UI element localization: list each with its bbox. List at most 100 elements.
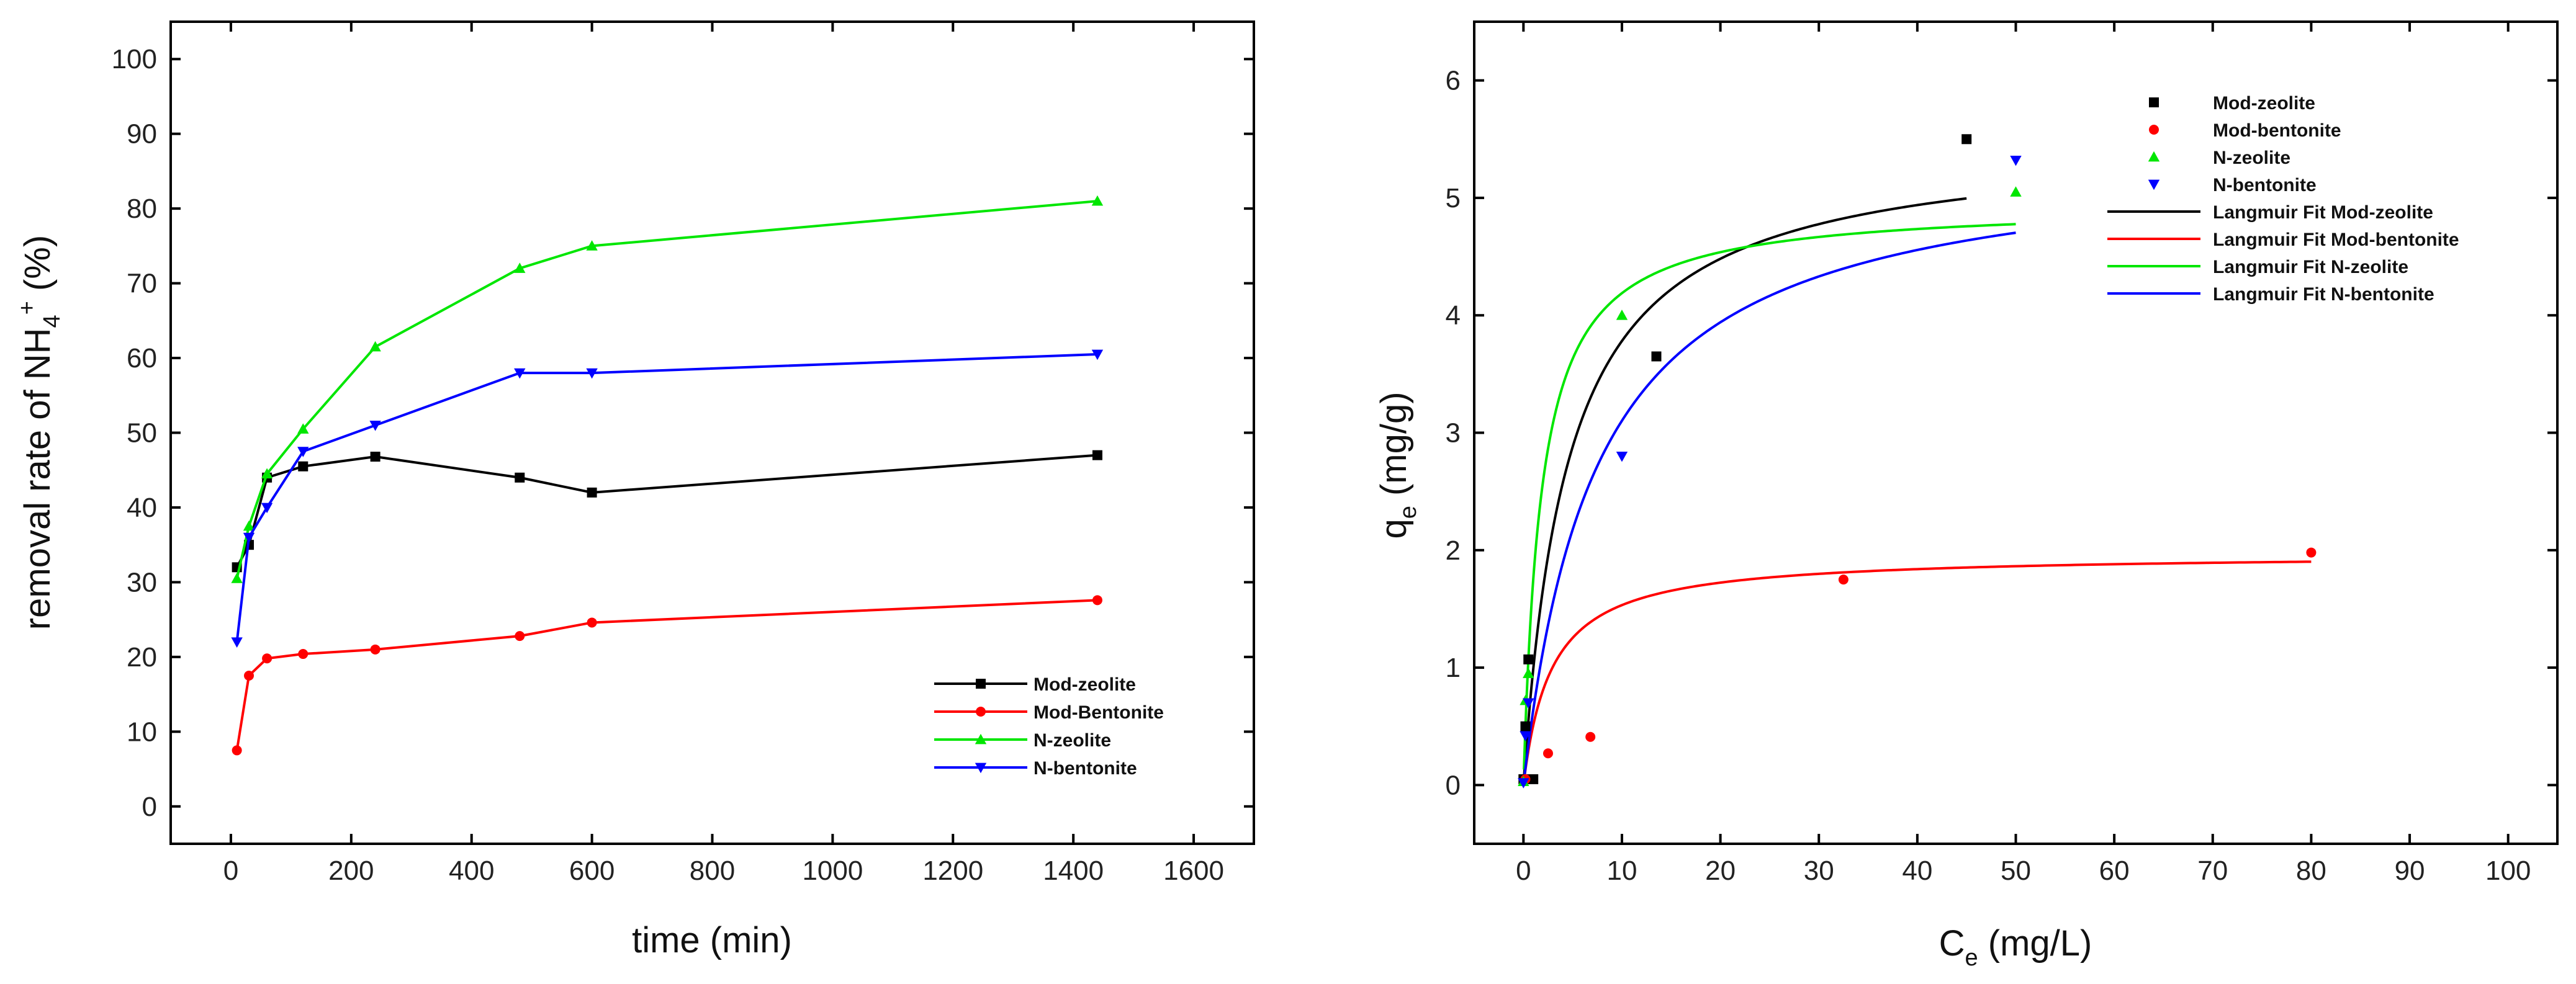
isotherm-y-tick-label: 6: [1446, 66, 1461, 96]
legend-item-mod-bentonite: Mod-bentonite: [2149, 120, 2341, 141]
fit-curve-langmuir-fit-n-bentonite: [1523, 231, 2016, 781]
kinetics-x-tick-label: 1200: [922, 856, 983, 886]
series-n-bentonite: [1518, 155, 2022, 789]
data-point-n-bentonite: [369, 421, 381, 431]
data-point-n-zeolite: [2010, 186, 2022, 197]
isotherm-x-tick-label: 0: [1516, 856, 1531, 886]
data-point-n-bentonite: [2010, 155, 2022, 166]
data-point-n-bentonite: [586, 368, 598, 379]
data-point-n-bentonite: [1523, 698, 1534, 709]
legend-marker: [2148, 179, 2160, 190]
series-n-zeolite: [1518, 186, 2022, 787]
data-point-mod-bentonite: [1585, 731, 1596, 742]
data-point-n-bentonite: [1616, 451, 1628, 462]
data-point-mod-zeolite: [370, 452, 381, 462]
data-point-n-zeolite: [1616, 310, 1628, 320]
kinetics-x-ticks: 0 200 400 600 800 1000 1200 1400 1600: [223, 22, 1224, 886]
data-point-n-bentonite: [231, 637, 243, 648]
legend-label: Langmuir Fit Mod-zeolite: [2213, 202, 2433, 223]
kinetics-y-tick-label: 30: [127, 567, 157, 597]
kinetics-y-axis-label: removal rate of NH4+ (%): [14, 235, 65, 630]
legend-label: Langmuir Fit N-zeolite: [2213, 257, 2408, 277]
legend-label: N-bentonite: [1034, 758, 1137, 779]
series-mod-zeolite: [232, 450, 1102, 573]
data-point-mod-bentonite: [2306, 547, 2317, 558]
isotherm-x-tick-label: 90: [2395, 856, 2425, 886]
legend-label: Mod-bentonite: [2213, 120, 2341, 141]
legend-label: N-bentonite: [2213, 175, 2317, 195]
kinetics-x-tick-label: 200: [328, 856, 374, 886]
data-point-n-bentonite: [243, 532, 255, 543]
kinetics-y-tick-label: 80: [127, 194, 157, 224]
kinetics-x-tick-label: 0: [223, 856, 238, 886]
data-point-mod-zeolite: [587, 487, 597, 498]
isotherm-legend: Mod-zeolite Mod-bentonite N-zeolite N-bento…: [2107, 93, 2459, 305]
data-point-mod-bentonite: [1542, 748, 1553, 759]
legend-item-n-zeolite: N-zeolite: [934, 730, 1111, 751]
isotherm-y-tick-label: 3: [1446, 418, 1461, 449]
legend-label: Langmuir Fit N-bentonite: [2213, 284, 2434, 305]
isotherm-x-tick-label: 30: [1804, 856, 1834, 886]
legend-item-langmuir-fit-mod-zeolite: Langmuir Fit Mod-zeolite: [2107, 202, 2433, 223]
data-point-n-bentonite: [514, 368, 526, 379]
series-mod-bentonite: [1520, 547, 2317, 784]
kinetics-x-tick-label: 1000: [802, 856, 863, 886]
legend-item-n-bentonite: N-bentonite: [934, 758, 1137, 779]
fit-curve-langmuir-fit-mod-zeolite: [1523, 197, 1967, 779]
legend-item-langmuir-fit-mod-bentonite: Langmuir Fit Mod-bentonite: [2107, 230, 2459, 250]
isotherm-x-tick-label: 60: [2099, 856, 2130, 886]
data-point-mod-bentonite: [262, 653, 272, 664]
data-point-mod-zeolite: [298, 461, 308, 472]
isotherm-fit-curves: [1523, 197, 2312, 782]
legend-item-mod-zeolite: Mod-zeolite: [934, 674, 1136, 695]
isotherm-x-ticks: 0 10 20 30 40 50 60 70 80 90 100: [1516, 22, 2531, 886]
data-point-mod-bentonite: [232, 745, 242, 756]
legend-marker: [976, 707, 986, 717]
legend-item-langmuir-fit-n-zeolite: Langmuir Fit N-zeolite: [2107, 257, 2408, 277]
series-n-bentonite: [231, 349, 1104, 648]
legend-item-mod-bentonite: Mod-Bentonite: [934, 702, 1164, 723]
data-point-n-zeolite: [586, 240, 598, 251]
data-point-mod-zeolite: [1092, 450, 1102, 460]
isotherm-y-tick-label: 1: [1446, 653, 1461, 683]
data-point-n-zeolite: [1091, 195, 1104, 206]
data-point-n-zeolite: [297, 423, 309, 434]
kinetics-y-tick-label: 60: [127, 343, 157, 373]
kinetics-y-tick-label: 0: [142, 792, 157, 822]
isotherm-x-tick-label: 50: [2001, 856, 2031, 886]
legend-label: N-zeolite: [2213, 148, 2290, 168]
kinetics-y-tick-label: 10: [127, 717, 157, 747]
data-point-n-bentonite: [297, 447, 309, 457]
kinetics-x-tick-label: 400: [449, 856, 494, 886]
data-point-n-zeolite: [514, 262, 526, 273]
legend-item-n-zeolite: N-zeolite: [2148, 148, 2290, 168]
data-point-mod-bentonite: [515, 631, 525, 642]
data-point-mod-zeolite: [1961, 134, 1972, 145]
legend-label: Mod-zeolite: [2213, 93, 2315, 114]
data-point-n-zeolite: [261, 468, 273, 479]
data-point-n-bentonite: [1520, 731, 1531, 742]
isotherm-x-tick-label: 100: [2485, 856, 2531, 886]
legend-marker: [975, 763, 987, 774]
kinetics-y-tick-label: 20: [127, 642, 157, 673]
isotherm-x-tick-label: 80: [2296, 856, 2326, 886]
kinetics-y-tick-label: 50: [127, 418, 157, 449]
kinetics-y-tick-label: 70: [127, 269, 157, 299]
legend-label: Mod-Bentonite: [1034, 702, 1164, 723]
isotherm-y-axis-label: qe (mg/g): [1374, 391, 1421, 539]
legend-marker: [975, 733, 987, 745]
series-line-n-zeolite: [235, 200, 1098, 579]
isotherm-chart: 0 10 20 30 40 50 60 70 80 90 100 0 1 2 3 4 5 6 Ce (mg/L)…: [1374, 20, 2559, 971]
data-point-mod-zeolite: [1528, 774, 1539, 784]
legend-label: Mod-zeolite: [1034, 674, 1136, 695]
kinetics-series: [231, 195, 1104, 756]
isotherm-x-tick-label: 70: [2197, 856, 2228, 886]
data-point-mod-bentonite: [587, 617, 597, 628]
kinetics-y-tick-label: 90: [127, 119, 157, 150]
isotherm-x-tick-label: 40: [1902, 856, 1932, 886]
data-point-mod-bentonite: [1092, 595, 1102, 606]
kinetics-y-ticks: 0 10 20 30 40 50 60 70 80 90 100: [112, 44, 1254, 822]
series-line-mod-zeolite: [235, 454, 1098, 568]
data-point-n-bentonite: [1091, 349, 1104, 360]
